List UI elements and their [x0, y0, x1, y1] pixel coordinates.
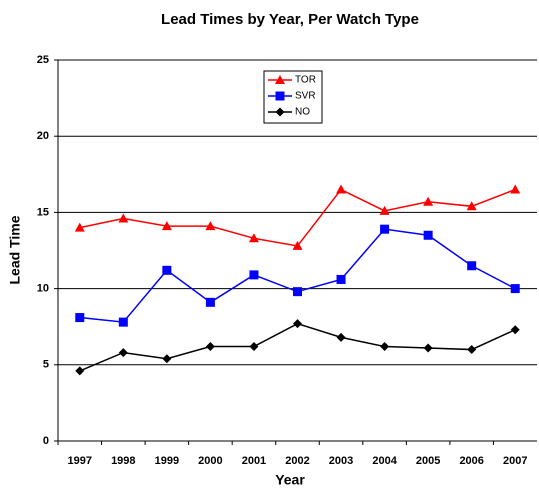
- data-point: [423, 196, 434, 206]
- data-point: [118, 317, 128, 327]
- y-tick-label: 5: [43, 359, 49, 371]
- data-point: [510, 184, 521, 194]
- data-point: [379, 205, 390, 215]
- data-point: [336, 274, 346, 284]
- data-point: [205, 221, 216, 231]
- data-point: [75, 313, 85, 323]
- legend-label: SVR: [295, 91, 316, 102]
- x-tick-label: 2001: [242, 455, 266, 467]
- legend-marker: [275, 107, 285, 117]
- y-axis-label: Lead Time: [7, 215, 23, 284]
- legend-marker: [275, 75, 285, 84]
- data-point: [423, 230, 433, 240]
- data-point: [249, 342, 259, 352]
- x-tick-label: 2004: [372, 455, 397, 467]
- data-point: [510, 325, 520, 335]
- series-line: [79, 188, 516, 247]
- x-tick-label: 2000: [198, 455, 222, 467]
- data-point: [293, 287, 302, 297]
- x-tick-label: 2006: [459, 455, 483, 467]
- data-point: [380, 224, 390, 234]
- data-point: [336, 332, 346, 342]
- x-axis-label: Year: [275, 472, 305, 488]
- legend-label: TOR: [295, 75, 316, 86]
- data-point: [466, 201, 477, 211]
- data-point: [292, 240, 303, 250]
- data-point: [205, 297, 215, 307]
- data-point: [380, 342, 390, 352]
- chart-title: Lead Times by Year, Per Watch Type: [161, 11, 419, 28]
- x-tick-label: 2007: [503, 455, 527, 467]
- legend-label: NO: [295, 107, 310, 118]
- series-line: [79, 322, 516, 372]
- data-point: [162, 265, 172, 275]
- data-point: [161, 221, 172, 231]
- data-point: [249, 270, 259, 280]
- y-tick-label: 15: [37, 206, 49, 218]
- y-tick-label: 25: [37, 54, 49, 66]
- x-tick-label: 1997: [68, 455, 92, 467]
- data-point: [248, 233, 259, 243]
- data-point: [293, 319, 302, 329]
- x-tick-label: 2002: [285, 455, 309, 467]
- data-point: [467, 345, 477, 355]
- data-point: [74, 222, 85, 232]
- y-tick-label: 10: [37, 283, 49, 295]
- y-tick-label: 20: [37, 130, 49, 142]
- x-tick-label: 1998: [111, 455, 135, 467]
- y-tick-label: 0: [43, 435, 49, 447]
- data-point: [118, 213, 129, 223]
- x-tick-label: 2003: [329, 455, 353, 467]
- x-tick-label: 2005: [416, 455, 440, 467]
- x-tick-label: 1999: [155, 455, 179, 467]
- legend-marker: [275, 91, 285, 101]
- data-point: [118, 348, 128, 358]
- data-point: [205, 342, 215, 352]
- data-point: [162, 354, 172, 364]
- data-point: [75, 366, 85, 376]
- data-point: [423, 343, 433, 353]
- data-point: [336, 184, 347, 194]
- data-point: [510, 284, 520, 294]
- data-point: [467, 261, 477, 271]
